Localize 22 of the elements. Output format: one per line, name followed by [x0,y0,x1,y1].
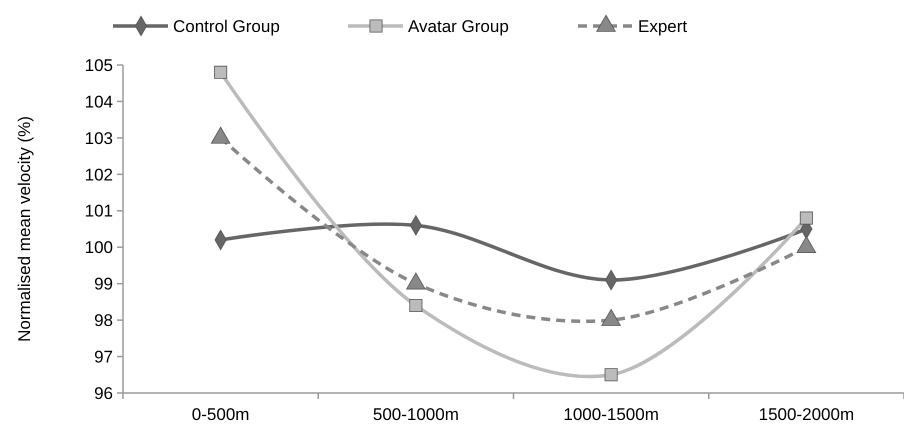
legend-label: Avatar Group [408,16,509,36]
y-tick-label: 103 [84,128,113,148]
y-axis-title: Normalised mean velocity (%) [15,116,34,342]
y-tick-label: 102 [84,165,113,184]
y-tick-label: 104 [84,92,113,112]
point [409,299,422,312]
legend-label: Control Group [173,16,280,36]
y-tick-label: 105 [84,56,113,75]
y-tick-label: 96 [94,384,113,403]
y-tick-label: 100 [84,238,113,258]
y-tick-label: 98 [94,311,113,330]
x-tick-label: 0-500m [192,405,250,424]
x-tick-label: 500-1000m [372,405,459,424]
legend-label: Expert [638,16,688,36]
x-tick-label: 1500-2000m [758,405,854,424]
y-tick-label: 97 [94,348,113,367]
y-tick-label: 101 [84,202,113,221]
point [604,368,618,382]
x-tick-label: 1000-1500m [563,405,659,424]
y-tick-label: 99 [94,274,113,294]
point [800,212,813,225]
point [214,66,228,79]
